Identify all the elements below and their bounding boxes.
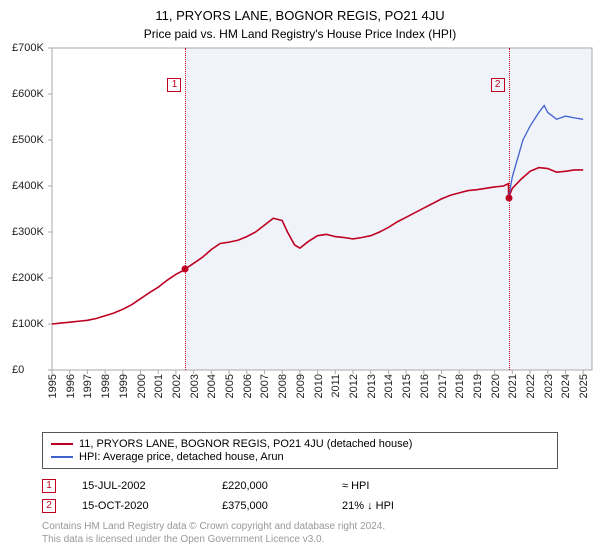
- tx-date: 15-JUL-2002: [82, 480, 222, 492]
- chart: £0£100K£200K£300K£400K£500K£600K£700K 12…: [8, 48, 592, 400]
- x-tick-label: 2005: [224, 374, 236, 398]
- x-tick-label: 1996: [65, 374, 77, 398]
- y-tick-label: £0: [12, 364, 24, 376]
- footer: Contains HM Land Registry data © Crown c…: [42, 520, 385, 546]
- y-tick-label: £300K: [12, 226, 44, 238]
- tx-date: 15-OCT-2020: [82, 500, 222, 512]
- event-badge: 1: [167, 78, 181, 92]
- x-tick-label: 2010: [313, 374, 325, 398]
- legend-label: 11, PRYORS LANE, BOGNOR REGIS, PO21 4JU …: [79, 438, 412, 450]
- x-tick-label: 2009: [295, 374, 307, 398]
- page-subtitle: Price paid vs. HM Land Registry's House …: [0, 23, 600, 47]
- x-tick-label: 2022: [525, 374, 537, 398]
- x-tick-label: 2017: [437, 374, 449, 398]
- legend-swatch: [51, 456, 73, 458]
- x-tick-label: 2008: [277, 374, 289, 398]
- x-tick-label: 2023: [543, 374, 555, 398]
- x-tick-label: 2016: [419, 374, 431, 398]
- y-tick-label: £400K: [12, 180, 44, 192]
- x-tick-label: 2001: [153, 374, 165, 398]
- table-row: 1 15-JUL-2002£220,000≈ HPI: [42, 476, 462, 496]
- y-tick-label: £500K: [12, 134, 44, 146]
- chart-svg: [52, 48, 592, 370]
- x-tick-label: 2020: [490, 374, 502, 398]
- event-vline: [509, 48, 510, 370]
- legend-row: 11, PRYORS LANE, BOGNOR REGIS, PO21 4JU …: [51, 438, 549, 450]
- x-tick-label: 2011: [330, 374, 342, 398]
- legend-row: HPI: Average price, detached house, Arun: [51, 451, 549, 463]
- y-tick-label: £200K: [12, 272, 44, 284]
- table-row: 2 15-OCT-2020£375,00021% ↓ HPI: [42, 496, 462, 516]
- plot-area: 12: [52, 48, 592, 370]
- tx-badge: 1: [42, 479, 56, 493]
- x-tick-label: 2004: [206, 374, 218, 398]
- event-marker: [505, 194, 512, 201]
- x-tick-label: 1997: [82, 374, 94, 398]
- legend-label: HPI: Average price, detached house, Arun: [79, 451, 284, 463]
- tx-badge: 2: [42, 499, 56, 513]
- x-tick-label: 2015: [401, 374, 413, 398]
- footer-line: This data is licensed under the Open Gov…: [42, 533, 385, 546]
- x-tick-label: 1998: [100, 374, 112, 398]
- tx-note: ≈ HPI: [342, 480, 462, 492]
- x-tick-label: 2012: [348, 374, 360, 398]
- legend-swatch: [51, 443, 73, 445]
- x-tick-label: 2002: [171, 374, 183, 398]
- y-tick-label: £600K: [12, 88, 44, 100]
- y-tick-label: £700K: [12, 42, 44, 54]
- page-title: 11, PRYORS LANE, BOGNOR REGIS, PO21 4JU: [0, 0, 600, 23]
- footer-line: Contains HM Land Registry data © Crown c…: [42, 520, 385, 533]
- x-tick-label: 2025: [578, 374, 590, 398]
- x-tick-label: 1995: [47, 374, 59, 398]
- x-tick-label: 2003: [189, 374, 201, 398]
- x-tick-label: 2006: [242, 374, 254, 398]
- event-vline: [185, 48, 186, 370]
- tx-price: £375,000: [222, 500, 342, 512]
- x-tick-label: 2013: [366, 374, 378, 398]
- x-tick-label: 2024: [560, 374, 572, 398]
- tx-note: 21% ↓ HPI: [342, 500, 462, 512]
- x-tick-label: 2000: [136, 374, 148, 398]
- event-badge: 2: [491, 78, 505, 92]
- x-tick-label: 2007: [259, 374, 271, 398]
- x-tick-label: 2021: [507, 374, 519, 398]
- event-marker: [182, 265, 189, 272]
- transaction-table: 1 15-JUL-2002£220,000≈ HPI 2 15-OCT-2020£37…: [42, 476, 462, 516]
- x-tick-label: 2018: [454, 374, 466, 398]
- x-tick-label: 1999: [118, 374, 130, 398]
- legend: 11, PRYORS LANE, BOGNOR REGIS, PO21 4JU …: [42, 432, 558, 469]
- y-tick-label: £100K: [12, 318, 44, 330]
- tx-price: £220,000: [222, 480, 342, 492]
- x-tick-label: 2014: [383, 374, 395, 398]
- x-tick-label: 2019: [472, 374, 484, 398]
